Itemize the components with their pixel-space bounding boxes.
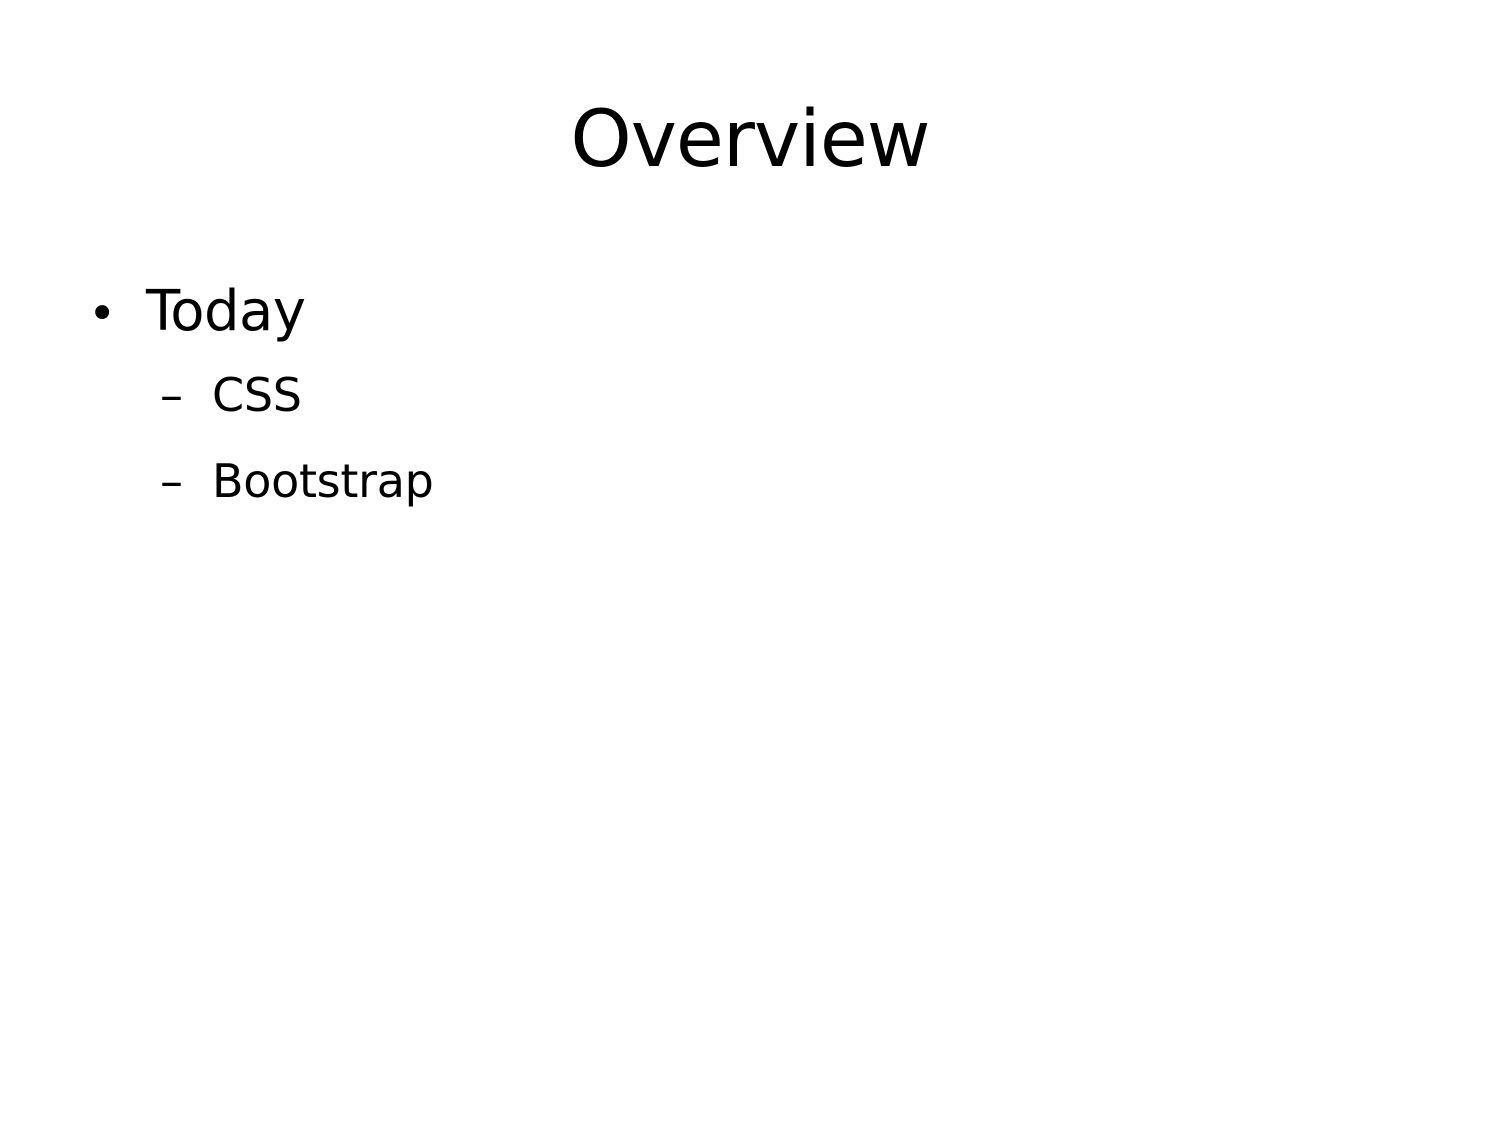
bullet-marker: •: [88, 286, 116, 342]
sub-bullet-marker: –: [160, 454, 183, 508]
bullet-list: • Today: [88, 276, 306, 350]
sub-bullet-list: – CSS – Bootstrap: [160, 366, 434, 538]
slide-title: Overview: [570, 95, 930, 185]
bullet-item-today: • Today: [88, 276, 306, 350]
sub-bullet-item-css: – CSS: [160, 366, 433, 424]
bullet-text: Today: [146, 279, 306, 344]
sub-bullet-item-bootstrap: – Bootstrap: [160, 452, 434, 510]
sub-bullet-text: Bootstrap: [212, 454, 434, 508]
sub-bullet-marker: –: [160, 368, 183, 422]
sub-bullet-text: CSS: [212, 368, 302, 422]
